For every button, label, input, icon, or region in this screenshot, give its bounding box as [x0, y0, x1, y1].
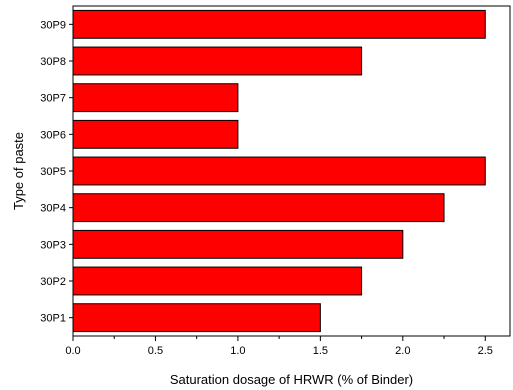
x-tick-labels: 0.0 0.5 1.0 1.5 2.0 2.5: [65, 336, 493, 357]
x-tick-label: 2.5: [478, 345, 493, 357]
x-tick-label: 0.5: [148, 345, 163, 357]
y-tick-labels: 30P9 30P8 30P7 30P6 30P5 30P4 30P3 30P2 30P1: [40, 19, 73, 325]
y-tick-label: 30P3: [40, 239, 66, 251]
y-axis-title: Type of paste: [11, 132, 26, 210]
y-tick-label: 30P5: [40, 166, 66, 178]
x-axis-title: Saturation dosage of HRWR (% of Binder): [170, 372, 413, 387]
y-tick-label: 30P4: [40, 203, 66, 215]
y-tick-label: 30P6: [40, 129, 66, 141]
x-tick-label: 1.0: [230, 345, 245, 357]
y-tick-label: 30P9: [40, 19, 66, 31]
x-tick-label: 1.5: [313, 345, 328, 357]
x-tick-label: 2.0: [395, 345, 410, 357]
x-tick-label: 0.0: [65, 345, 80, 357]
plot-frame: [72, 5, 511, 337]
bar-30p9: [72, 9, 486, 39]
bar-30p3: [72, 229, 404, 259]
y-tick-label: 30P1: [40, 313, 66, 325]
y-tick-label: 30P7: [40, 93, 66, 105]
bar-30p8: [72, 46, 363, 76]
bar-30p6: [72, 119, 239, 149]
bar-30p2: [72, 266, 363, 296]
y-tick-label: 30P8: [40, 56, 66, 68]
bars-group: [72, 9, 486, 333]
bar-30p4: [72, 193, 445, 223]
bar-30p7: [72, 83, 239, 113]
bar-30p5: [72, 156, 486, 186]
bar-30p1: [72, 303, 321, 333]
y-tick-label: 30P2: [40, 276, 66, 288]
